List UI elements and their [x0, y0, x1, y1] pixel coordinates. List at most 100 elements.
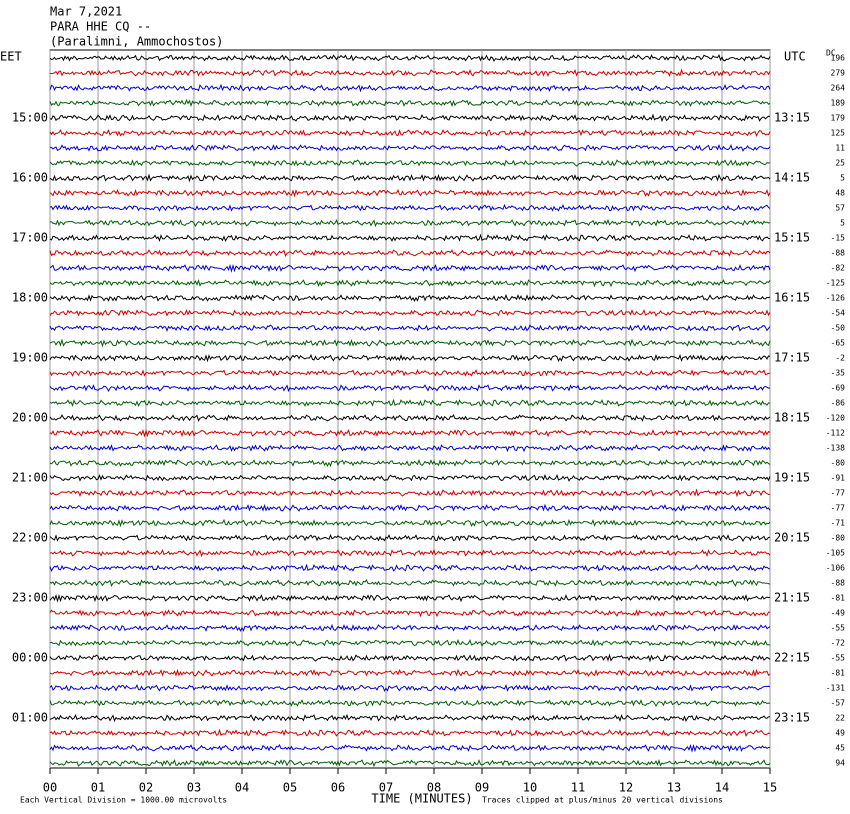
- dc-value: -91: [831, 474, 846, 483]
- dc-value: -50: [831, 324, 846, 333]
- trace: [49, 758, 771, 768]
- trace: [49, 353, 771, 363]
- trace: [49, 143, 771, 152]
- trace: [49, 83, 771, 93]
- trace: [49, 218, 771, 228]
- trace: [49, 188, 771, 198]
- trace: [49, 308, 771, 317]
- left-time-label: 22:00: [12, 531, 48, 545]
- dc-value: -69: [831, 384, 846, 393]
- trace: [49, 593, 771, 603]
- trace: [49, 623, 771, 633]
- x-tick-label: 10: [523, 781, 537, 795]
- dc-value: -49: [831, 609, 846, 618]
- trace: [49, 638, 771, 647]
- trace: [49, 128, 771, 137]
- trace: [49, 444, 771, 453]
- dc-value: -120: [826, 414, 845, 423]
- trace: [49, 683, 771, 692]
- trace: [49, 698, 771, 708]
- trace: [49, 728, 771, 737]
- trace: [49, 458, 771, 468]
- trace: [49, 653, 771, 663]
- dc-value: -126: [826, 294, 845, 303]
- trace: [49, 263, 771, 273]
- dc-value: 179: [831, 114, 846, 123]
- right-time-label: 13:15: [774, 111, 810, 125]
- trace: [49, 54, 771, 62]
- trace: [49, 548, 771, 558]
- left-time-label: 16:00: [12, 171, 48, 185]
- trace: [49, 473, 771, 482]
- dc-value: -88: [831, 579, 846, 588]
- dc-value: -80: [831, 459, 846, 468]
- dc-value: -54: [831, 309, 846, 318]
- dc-title: DC: [826, 49, 836, 58]
- trace: [49, 233, 771, 243]
- dc-value: -86: [831, 399, 846, 408]
- x-tick-label: 08: [427, 781, 441, 795]
- left-time-label: 23:00: [12, 591, 48, 605]
- dc-value: -82: [831, 264, 846, 273]
- dc-value: -72: [831, 639, 846, 648]
- x-tick-label: 00: [43, 781, 57, 795]
- dc-value: -71: [831, 519, 846, 528]
- dc-value: 125: [831, 129, 846, 138]
- x-tick-label: 13: [667, 781, 681, 795]
- right-time-label: 15:15: [774, 231, 810, 245]
- trace: [49, 428, 771, 438]
- dc-value: -88: [831, 249, 846, 258]
- dc-value: 49: [835, 729, 845, 738]
- dc-value: 57: [835, 204, 845, 213]
- dc-value: 5: [840, 219, 845, 228]
- dc-value: -131: [826, 684, 845, 693]
- trace: [49, 68, 771, 78]
- trace: [49, 713, 771, 723]
- right-time-label: 18:15: [774, 411, 810, 425]
- dc-value: -55: [831, 654, 846, 663]
- dc-value: 264: [831, 84, 846, 93]
- dc-value: -81: [831, 669, 846, 678]
- dc-value: 45: [835, 744, 845, 753]
- dc-value: 25: [835, 159, 845, 168]
- date: Mar 7,2021: [50, 5, 122, 19]
- x-tick-label: 11: [571, 781, 585, 795]
- left-time-label: 21:00: [12, 471, 48, 485]
- trace: [49, 503, 771, 512]
- trace: [49, 159, 771, 167]
- right-time-label: 22:15: [774, 651, 810, 665]
- dc-value: -125: [826, 279, 845, 288]
- left-time-label: 20:00: [12, 411, 48, 425]
- trace: [49, 338, 771, 348]
- dc-value: -77: [831, 489, 846, 498]
- trace: [49, 383, 771, 393]
- dc-value: -105: [826, 549, 845, 558]
- left-time-label: 15:00: [12, 111, 48, 125]
- left-time-label: 17:00: [12, 231, 48, 245]
- dc-value: 11: [835, 144, 845, 153]
- x-tick-label: 03: [187, 781, 201, 795]
- dc-value: 48: [835, 189, 845, 198]
- dc-value: -106: [826, 564, 845, 573]
- trace: [49, 609, 771, 618]
- left-axis-title: EET: [0, 50, 22, 64]
- right-time-label: 19:15: [774, 471, 810, 485]
- left-time-label: 18:00: [12, 291, 48, 305]
- right-time-label: 14:15: [774, 171, 810, 185]
- x-tick-label: 12: [619, 781, 633, 795]
- location: (Paralimni, Ammochostos): [50, 35, 223, 49]
- dc-value: 22: [835, 714, 845, 723]
- x-tick-label: 06: [331, 781, 345, 795]
- dc-value: 189: [831, 99, 846, 108]
- right-time-label: 16:15: [774, 291, 810, 305]
- right-time-label: 23:15: [774, 711, 810, 725]
- trace: [49, 579, 771, 587]
- station: PARA HHE CQ --: [50, 20, 151, 34]
- trace: [49, 173, 771, 183]
- trace: [49, 324, 771, 332]
- left-time-label: 19:00: [12, 351, 48, 365]
- trace: [49, 398, 771, 408]
- x-tick-label: 04: [235, 781, 249, 795]
